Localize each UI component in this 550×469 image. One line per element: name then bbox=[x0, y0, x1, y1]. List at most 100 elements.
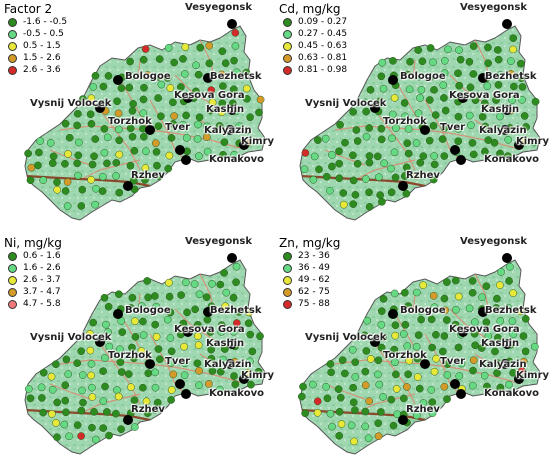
road bbox=[474, 273, 491, 315]
sample-point bbox=[151, 292, 159, 300]
sample-point bbox=[373, 152, 382, 161]
sample-point bbox=[389, 57, 397, 65]
sample-point bbox=[362, 347, 371, 355]
sample-point bbox=[151, 368, 160, 377]
road bbox=[49, 383, 91, 400]
sample-point bbox=[504, 152, 512, 160]
sample-point bbox=[91, 71, 100, 80]
sample-point bbox=[203, 122, 211, 131]
sample-point bbox=[376, 97, 384, 105]
sample-point bbox=[477, 344, 486, 352]
sample-point bbox=[139, 132, 148, 141]
legend-item: 49 - 62 bbox=[279, 274, 340, 286]
sample-point bbox=[34, 161, 42, 170]
sample-point bbox=[216, 367, 225, 376]
sample-point bbox=[430, 367, 439, 376]
sample-point bbox=[426, 73, 435, 82]
city-marker bbox=[181, 389, 191, 399]
panel-zn: Zn, mg/kg 23 - 36 36 - 49 49 - 62 62 - 7… bbox=[275, 234, 550, 468]
sample-point bbox=[339, 200, 348, 209]
sample-point bbox=[208, 98, 217, 107]
sample-point bbox=[128, 293, 137, 302]
city-marker bbox=[145, 359, 155, 369]
sample-point bbox=[102, 98, 111, 107]
city-label-kalyazin: Kalyazin bbox=[204, 359, 252, 370]
sample-point bbox=[443, 360, 452, 368]
sample-point bbox=[426, 96, 434, 104]
city-label-kalyazin: Kalyazin bbox=[479, 359, 527, 370]
city-label-kimry: Kimry bbox=[516, 370, 550, 381]
sample-point bbox=[429, 175, 438, 184]
sample-point bbox=[494, 333, 502, 342]
sample-point bbox=[127, 383, 135, 391]
city-label-tver: Tver bbox=[440, 122, 466, 133]
city-label-vysnij-volocek: Vysnij Volocek bbox=[305, 332, 387, 343]
sample-point bbox=[440, 94, 448, 102]
sample-point bbox=[142, 397, 151, 406]
sample-point bbox=[79, 95, 87, 103]
sample-point bbox=[349, 398, 358, 407]
legend-label: 0.09 - 0.27 bbox=[298, 17, 348, 27]
sample-point bbox=[167, 386, 176, 394]
sample-point bbox=[139, 95, 148, 104]
city-label-vesyegonsk: Vesyegonsk bbox=[185, 2, 252, 13]
sample-point bbox=[400, 99, 409, 107]
sample-point bbox=[53, 178, 61, 187]
sample-point bbox=[152, 302, 161, 311]
sample-point bbox=[98, 172, 107, 181]
city-marker bbox=[227, 339, 237, 349]
sample-point bbox=[218, 47, 227, 56]
legend: Zn, mg/kg 23 - 36 36 - 49 49 - 62 62 - 7… bbox=[279, 236, 340, 310]
sample-point bbox=[478, 112, 487, 121]
city-label-kalyazin: Kalyazin bbox=[204, 125, 252, 136]
sample-point bbox=[412, 139, 421, 147]
city-label-vesyegonsk: Vesyegonsk bbox=[460, 2, 527, 13]
sample-point bbox=[88, 383, 96, 392]
sample-point bbox=[165, 151, 174, 160]
sample-point bbox=[375, 380, 384, 389]
sample-point bbox=[104, 72, 113, 80]
sample-point bbox=[88, 160, 97, 169]
sample-point bbox=[77, 432, 85, 440]
sample-point bbox=[220, 138, 229, 147]
sample-point bbox=[61, 187, 70, 195]
sample-point bbox=[144, 369, 153, 378]
sample-point bbox=[61, 159, 69, 168]
sample-point bbox=[139, 331, 148, 339]
sample-point bbox=[391, 321, 400, 330]
sample-point bbox=[65, 432, 73, 441]
sample-point bbox=[78, 185, 87, 194]
city-marker bbox=[227, 105, 237, 115]
legend-title: Cd, mg/kg bbox=[279, 2, 341, 16]
sample-point bbox=[509, 45, 517, 54]
sample-point bbox=[91, 200, 99, 209]
legend-dot bbox=[283, 299, 292, 309]
legend-label: 0.27 - 0.45 bbox=[298, 29, 348, 39]
city-label-rzhev: Rzhev bbox=[406, 404, 440, 415]
sample-point bbox=[490, 138, 499, 147]
sample-point bbox=[195, 381, 203, 390]
sample-point bbox=[379, 333, 388, 341]
sample-point bbox=[221, 59, 230, 68]
sample-point bbox=[366, 355, 375, 363]
city-label-kimry: Kimry bbox=[241, 370, 275, 381]
sample-point bbox=[151, 383, 160, 392]
sample-point bbox=[505, 380, 513, 389]
sample-point bbox=[154, 345, 163, 353]
city-label-kesova-gora: Kesova Gora bbox=[174, 324, 245, 335]
sample-point bbox=[220, 345, 229, 353]
sample-point bbox=[130, 423, 139, 431]
sample-point bbox=[431, 111, 440, 119]
legend-label: 2.6 - 3.7 bbox=[23, 275, 61, 285]
sample-point bbox=[483, 382, 491, 391]
sample-point bbox=[164, 44, 173, 52]
sample-point bbox=[468, 277, 477, 285]
sample-point bbox=[438, 135, 447, 143]
sample-point bbox=[508, 96, 517, 105]
sample-point bbox=[322, 172, 331, 181]
city-label-vysnij-volocek: Vysnij Volocek bbox=[30, 332, 112, 343]
sample-point bbox=[194, 320, 202, 329]
sample-point bbox=[218, 99, 227, 108]
sample-point bbox=[229, 85, 238, 94]
legend-label: 0.5 - 1.5 bbox=[23, 41, 61, 51]
